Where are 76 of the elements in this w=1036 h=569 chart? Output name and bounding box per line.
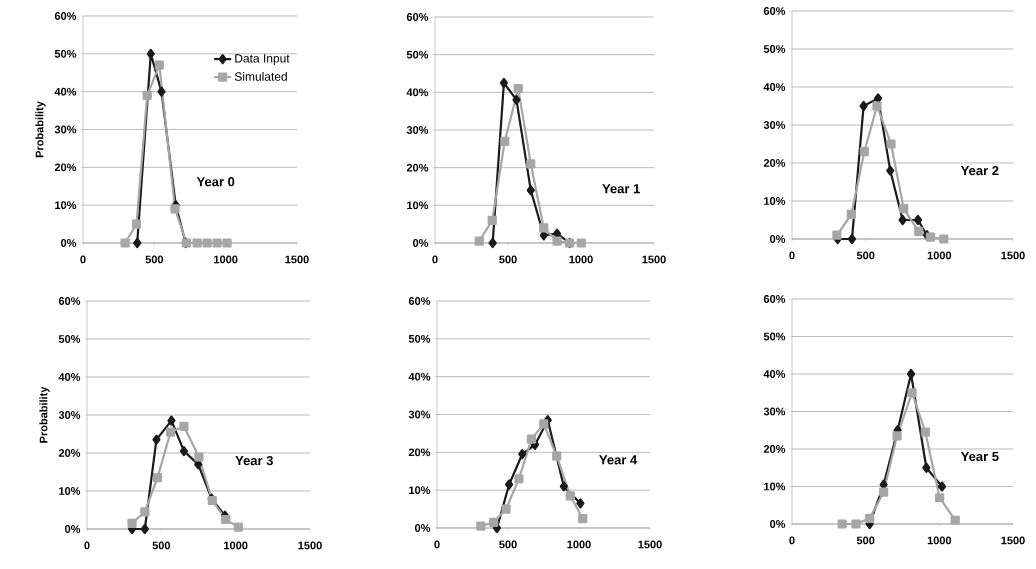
legend-label: Data Input — [235, 54, 290, 65]
y-tick-label: 0% — [61, 239, 77, 247]
y-tick-label: 40% — [763, 370, 786, 378]
x-tick-label: 1500 — [1001, 536, 1025, 545]
y-tick-label: 0% — [770, 235, 786, 243]
y-tick-label: 20% — [58, 449, 81, 457]
x-tick-label: 0 — [789, 536, 795, 545]
y-axis-title: Probability — [35, 101, 46, 158]
y-tick-label: 30% — [58, 411, 81, 419]
x-tick-label: 500 — [499, 540, 517, 549]
y-tick-label: 50% — [763, 332, 786, 341]
y-tick-label: 40% — [54, 87, 77, 96]
x-tick-label: 1000 — [214, 255, 238, 264]
y-tick-label: 40% — [406, 88, 429, 97]
x-tick-label: 0 — [80, 255, 86, 264]
x-tick-label: 500 — [145, 255, 164, 264]
y-tick-label: 20% — [763, 159, 786, 167]
y-tick-label: 60% — [58, 297, 81, 305]
y-tick-label: 60% — [408, 297, 431, 305]
y-tick-label: 50% — [406, 50, 429, 59]
y-tick-label: 20% — [406, 163, 429, 172]
y-tick-label: 20% — [408, 448, 431, 457]
x-tick-label: 1000 — [567, 540, 591, 549]
x-tick-label: 1500 — [1001, 251, 1025, 260]
y-tick-label: 10% — [764, 482, 786, 491]
y-tick-label: 0% — [770, 520, 786, 528]
x-tick-label: 1000 — [224, 541, 248, 550]
y-tick-label: 60% — [763, 295, 786, 303]
annotation: Year 0 — [196, 177, 235, 187]
y-tick-label: 50% — [763, 45, 786, 53]
y-tick-label: 50% — [54, 49, 77, 58]
y-tick-label: 50% — [408, 334, 431, 343]
y-tick-label: 60% — [406, 13, 429, 21]
y-tick-label: 10% — [409, 486, 431, 495]
x-tick-label: 1000 — [569, 255, 593, 264]
legend-label: Simulated — [234, 72, 287, 81]
y-tick-label: 40% — [58, 373, 81, 381]
y-axis-title: Probability — [39, 386, 50, 443]
annotation: Year 5 — [960, 451, 999, 462]
x-tick-label: 1500 — [638, 540, 662, 549]
y-tick-label: 20% — [54, 163, 77, 172]
y-tick-label: 0% — [413, 239, 429, 247]
y-tick-label: 40% — [763, 83, 786, 91]
y-tick-label: 60% — [763, 7, 786, 15]
annotation: Year 4 — [599, 455, 638, 465]
x-tick-label: 1000 — [927, 536, 952, 545]
y-tick-label: 40% — [408, 372, 431, 381]
y-tick-label: 20% — [763, 445, 786, 453]
y-tick-label: 30% — [763, 121, 786, 129]
x-tick-label: 0 — [432, 255, 438, 264]
x-tick-label: 1500 — [298, 541, 322, 550]
y-tick-label: 30% — [408, 410, 431, 419]
x-tick-label: 0 — [434, 540, 440, 549]
annotation: Year 3 — [235, 455, 273, 466]
annotation: Year 1 — [602, 184, 640, 194]
y-tick-label: 0% — [415, 524, 431, 532]
annotation: Year 2 — [960, 165, 999, 176]
y-tick-label: 10% — [407, 201, 429, 210]
x-tick-label: 500 — [499, 255, 517, 264]
x-tick-label: 0 — [84, 541, 90, 550]
y-tick-label: 50% — [58, 335, 81, 343]
y-tick-label: 10% — [55, 201, 77, 210]
x-tick-label: 500 — [856, 251, 875, 260]
x-tick-label: 500 — [856, 536, 875, 545]
y-tick-label: 60% — [54, 12, 77, 20]
x-tick-label: 1000 — [927, 251, 952, 260]
x-tick-label: 1500 — [642, 255, 666, 264]
y-tick-label: 10% — [59, 487, 81, 495]
y-tick-label: 30% — [763, 407, 786, 416]
x-tick-label: 0 — [789, 251, 795, 260]
y-tick-label: 0% — [65, 525, 81, 533]
x-tick-label: 1500 — [285, 255, 309, 264]
x-tick-label: 500 — [152, 541, 171, 550]
y-tick-label: 30% — [54, 125, 77, 134]
y-tick-label: 30% — [406, 126, 429, 134]
y-tick-label: 10% — [764, 197, 786, 205]
